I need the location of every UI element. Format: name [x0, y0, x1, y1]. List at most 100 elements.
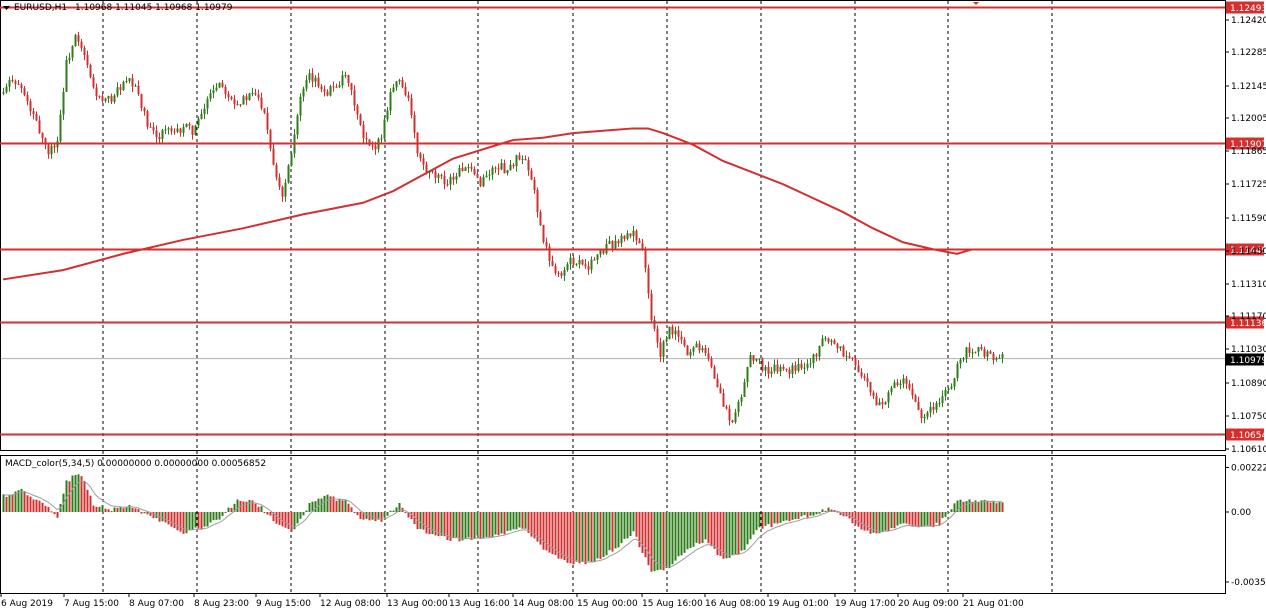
candle-body	[374, 145, 377, 150]
candle	[278, 173, 281, 191]
candle	[533, 176, 536, 194]
horizontal-levels[interactable]: 1.12493 1.11907 1.11449 1.11136 1.10654 1.109…	[0, 1, 1266, 442]
macd-bar	[20, 488, 23, 512]
candle-body	[257, 94, 260, 98]
candle-body	[815, 354, 818, 357]
candle-body	[137, 85, 140, 95]
candle	[632, 225, 635, 242]
macd-bar	[410, 512, 413, 520]
macd-bar	[692, 512, 695, 547]
candle	[83, 45, 86, 61]
candle	[452, 172, 455, 186]
macd-bar	[950, 509, 953, 512]
macd-bar	[23, 491, 26, 512]
macd-bar	[689, 512, 692, 549]
candle-body	[125, 81, 128, 83]
candle-body	[503, 163, 506, 174]
candle	[59, 109, 62, 144]
macd-bar	[860, 512, 863, 530]
candle	[671, 324, 674, 339]
candle	[464, 166, 467, 172]
candle	[95, 83, 98, 101]
macd-bar	[347, 503, 350, 512]
candle-body	[506, 170, 509, 174]
candle-body	[128, 78, 131, 82]
candle-body	[332, 86, 335, 88]
candle-body	[824, 338, 827, 340]
macd-bar	[464, 512, 467, 539]
candle	[695, 341, 698, 348]
candle	[311, 68, 314, 88]
candle	[404, 82, 407, 97]
time-tick-label: 21 Aug 01:00	[963, 599, 1024, 609]
chart-menu-triangle-icon[interactable]	[3, 6, 10, 10]
candle	[995, 356, 998, 362]
candle	[617, 239, 620, 247]
candle-body	[146, 111, 149, 127]
macd-bar	[896, 512, 899, 526]
candle-body	[83, 48, 86, 55]
candle-body	[269, 129, 272, 149]
candle-body	[872, 392, 875, 397]
macd-bar	[86, 489, 89, 512]
candle	[701, 345, 704, 353]
candle	[950, 383, 953, 390]
candle	[905, 375, 908, 390]
candle	[473, 166, 476, 176]
candle	[344, 71, 347, 79]
candle	[155, 125, 158, 143]
macd-bar	[170, 512, 173, 527]
candle-body	[848, 356, 851, 358]
price-tick-label: 1.12005	[1231, 114, 1266, 124]
macd-bar	[260, 506, 263, 512]
candle-body	[155, 130, 158, 137]
time-tick-label: 13 Aug 16:00	[449, 599, 510, 609]
candle-body	[551, 260, 554, 266]
candle-body	[272, 148, 275, 165]
candle	[71, 45, 74, 62]
candle	[1001, 351, 1004, 364]
macd-bar	[797, 512, 800, 520]
macd-bar	[329, 496, 332, 512]
candle	[449, 173, 452, 191]
macd-bar	[212, 512, 215, 521]
price-tick-label: 1.11310	[1231, 280, 1266, 290]
candle	[698, 340, 701, 354]
candle-body	[68, 57, 71, 60]
candle-body	[875, 396, 878, 406]
macd-bar	[773, 512, 776, 524]
level-tag-label: 1.10654	[1230, 431, 1266, 441]
candle	[191, 125, 194, 140]
macd-bar	[668, 512, 671, 569]
macd-bar	[437, 512, 440, 537]
macd-bar	[110, 511, 113, 513]
candle	[914, 393, 917, 403]
price-tick-label: 1.11450	[1231, 247, 1266, 257]
candle-body	[59, 114, 62, 142]
macd-bar	[272, 512, 275, 522]
macd-bar	[767, 512, 770, 525]
macd-bar	[353, 512, 356, 513]
candle-body	[425, 164, 428, 173]
candle-body	[560, 272, 563, 276]
candle	[455, 172, 458, 184]
macd-bar	[470, 512, 473, 540]
macd-bar	[485, 512, 488, 537]
macd-bar	[455, 512, 458, 539]
candle	[629, 233, 632, 239]
candle-body	[23, 88, 26, 96]
macd-bar	[494, 512, 497, 535]
macd-bar	[746, 512, 749, 545]
candle-body	[419, 153, 422, 159]
candle-body	[41, 132, 44, 139]
macd-bar	[686, 512, 689, 550]
candle-body	[914, 395, 917, 402]
candle-body	[17, 83, 20, 85]
candle-body	[599, 249, 602, 255]
candle	[734, 408, 737, 424]
candle	[254, 88, 257, 96]
candle-body	[311, 73, 314, 82]
time-tick-label: 15 Aug 00:00	[577, 599, 638, 609]
candle-body	[623, 235, 626, 239]
